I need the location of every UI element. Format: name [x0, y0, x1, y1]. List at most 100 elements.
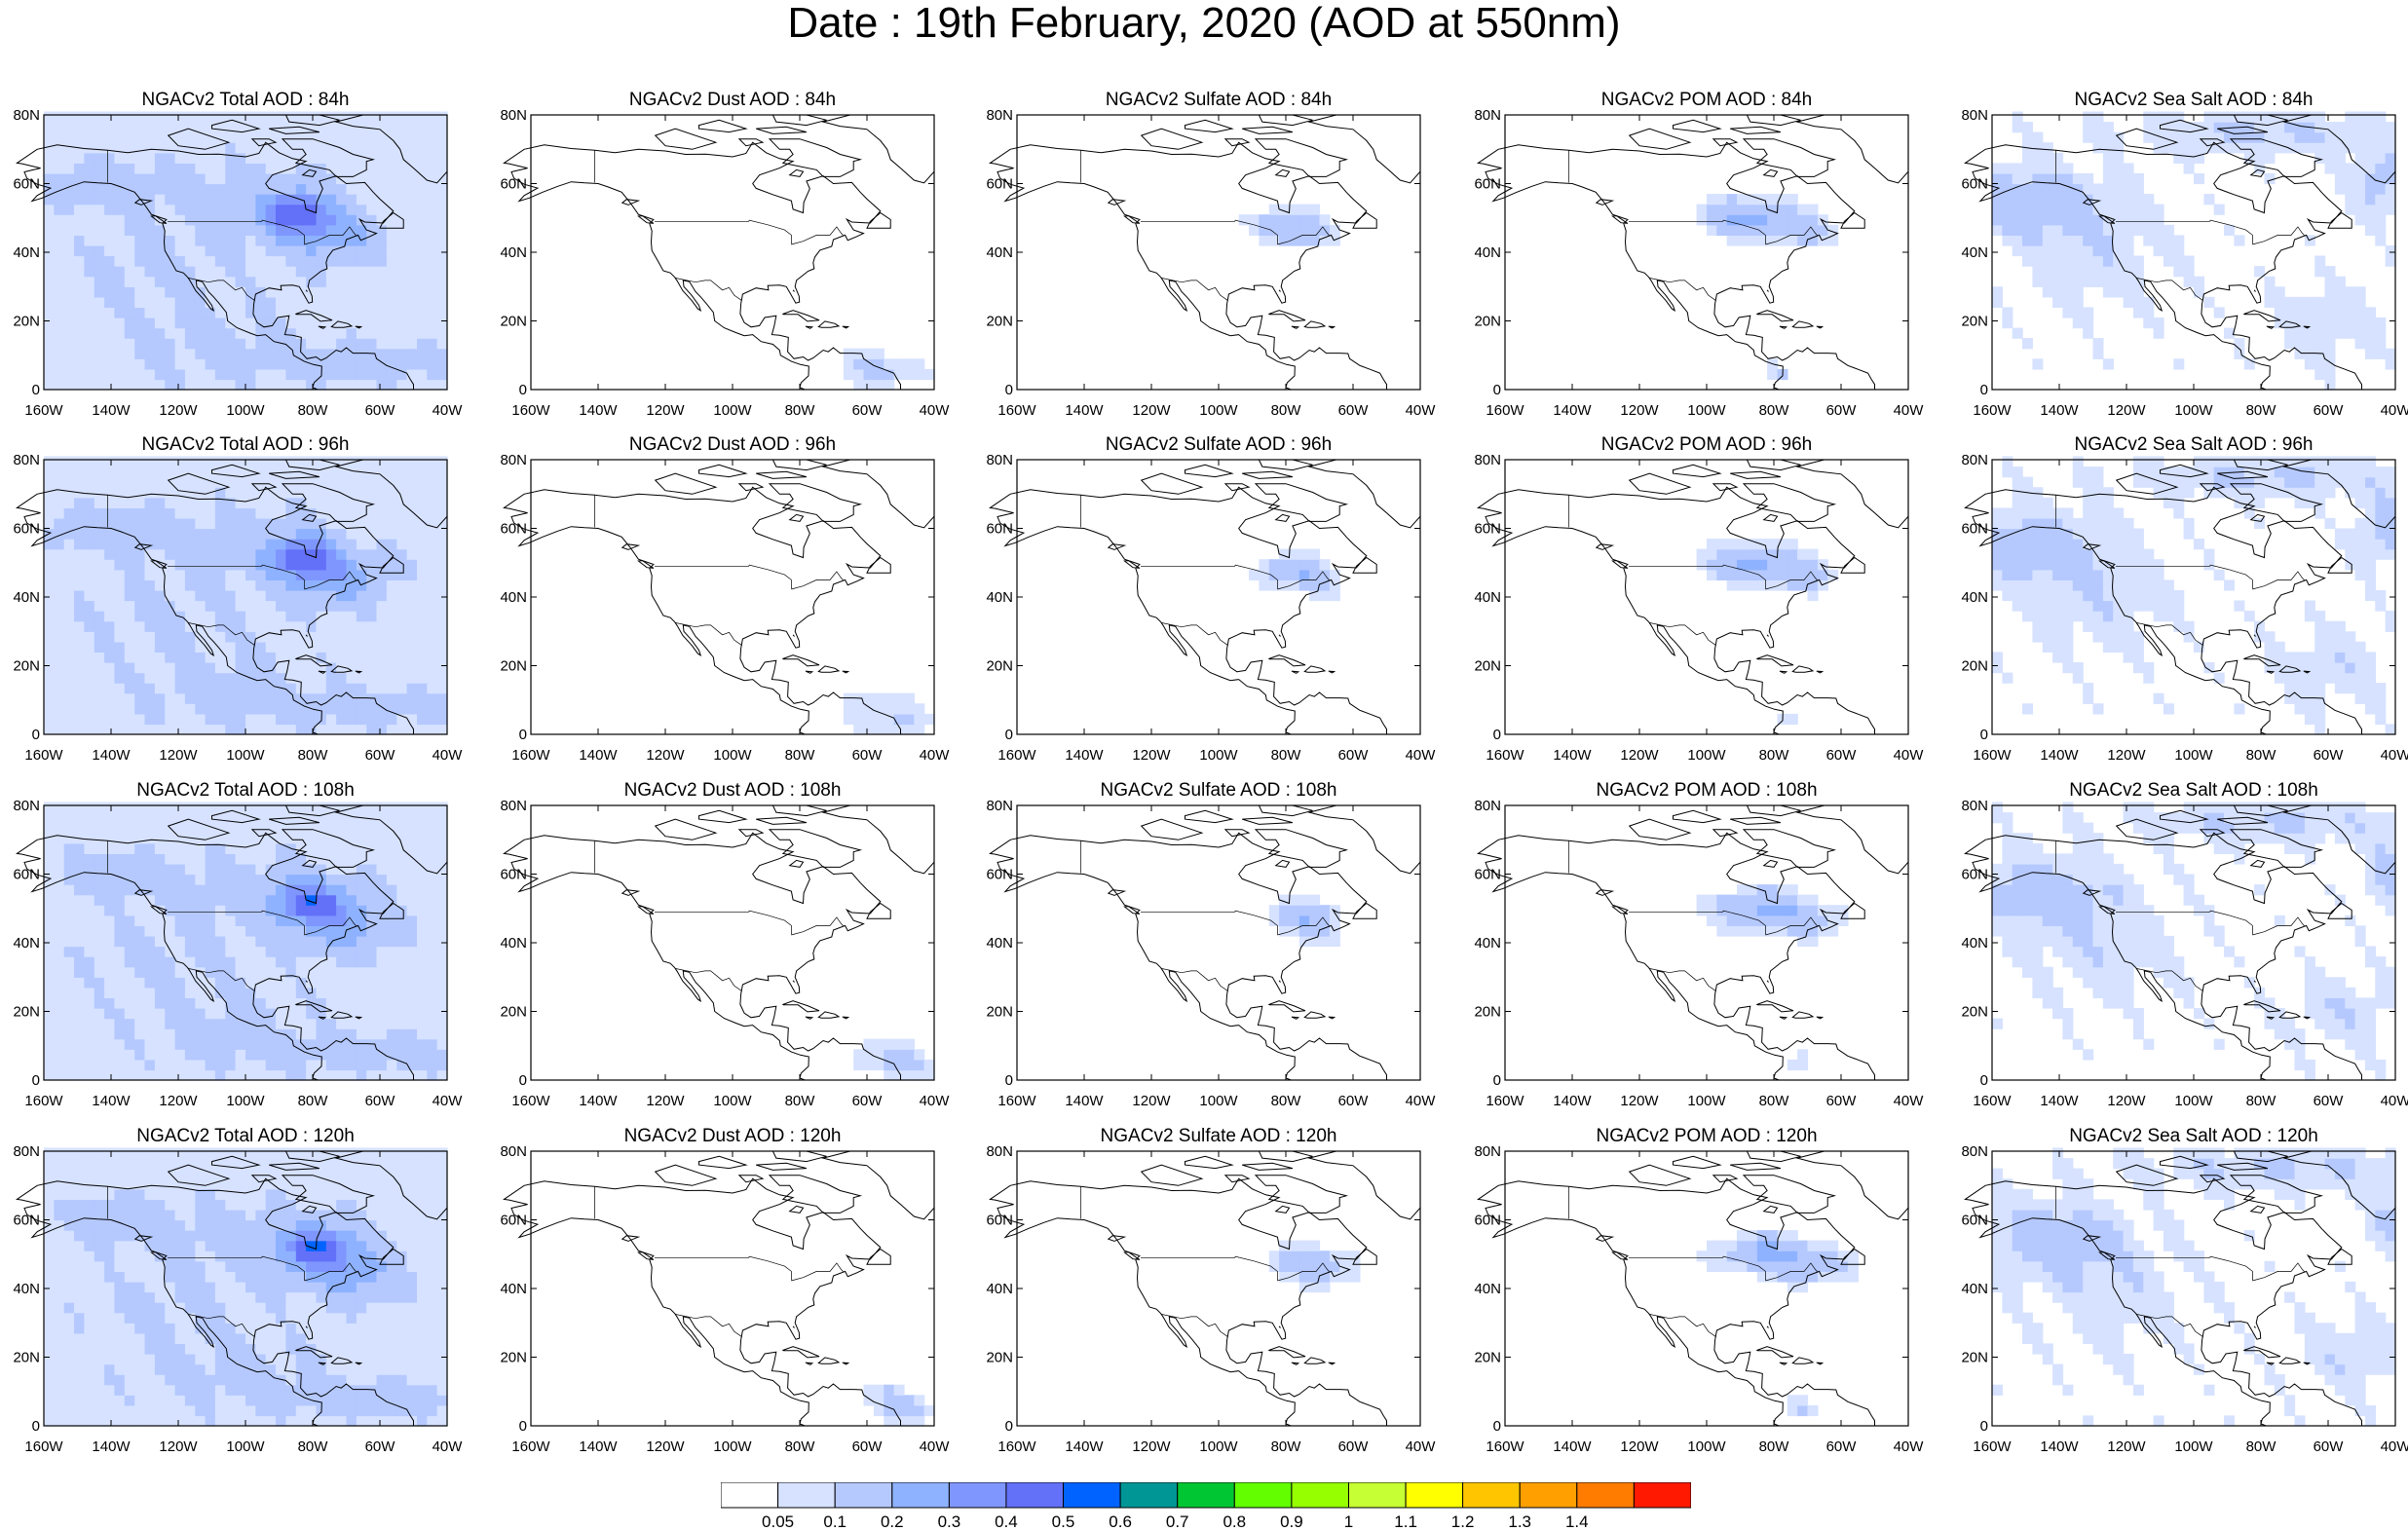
lon-tick-label: 80W [2246, 1093, 2277, 1109]
lat-tick-label: 20N [1474, 314, 1501, 330]
lon-tick-label: 160W [997, 402, 1036, 419]
lat-tick-label: 60N [500, 1213, 527, 1229]
aod-field [863, 1384, 935, 1427]
lon-tick-label: 140W [2040, 747, 2079, 764]
lat-tick-label: 40N [1961, 244, 1988, 261]
lon-tick-label: 80W [1759, 402, 1790, 419]
map-panel-pom: NGACv2 POM AOD : 120h 0 20N 40N 60N 80N 160W 14… [1461, 1126, 1952, 1469]
lon-tick-label: 40W [1406, 1438, 1437, 1455]
lon-tick-label: 160W [1973, 402, 2012, 419]
lat-tick-label: 40N [1474, 935, 1501, 952]
lon-tick-label: 120W [159, 1438, 198, 1455]
panel-title: NGACv2 POM AOD : 120h [1596, 1126, 1818, 1146]
lon-tick-label: 120W [646, 1093, 685, 1109]
panel-grid: NGACv2 Total AOD : 84h 0 20N 40N 60N 80N 160W 1… [0, 90, 2408, 1455]
map-frame [1504, 1150, 1909, 1427]
lat-tick-label: 20N [986, 658, 1013, 675]
lon-tick-label: 140W [1553, 1093, 1592, 1109]
lon-tick-label: 40W [2381, 1438, 2408, 1455]
map-plot: 0 20N 40N 60N 80N 160W 140W 120W 100W 80W 60W 40W [1474, 798, 1924, 1109]
lat-tick-label: 0 [1980, 382, 1988, 398]
coastlines [1477, 459, 1909, 735]
map-panel-dust: NGACv2 Dust AOD : 108h 0 20N 40N 60N 80N 160W 1… [487, 780, 978, 1123]
aod-field [1249, 548, 1340, 602]
lon-tick-label: 120W [2107, 1093, 2146, 1109]
lat-tick-label: 60N [500, 867, 527, 883]
lat-tick-label: 60N [1474, 521, 1501, 538]
lat-tick-label: 20N [13, 314, 40, 330]
lat-tick-label: 40N [13, 1281, 40, 1297]
lon-tick-label: 80W [2246, 1438, 2277, 1455]
map-frame [1016, 804, 1421, 1081]
lon-tick-label: 40W [1894, 402, 1925, 419]
map-frame [1016, 1150, 1421, 1427]
lon-tick-label: 100W [713, 1093, 752, 1109]
lon-tick-label: 40W [433, 1093, 464, 1109]
lon-tick-label: 100W [713, 747, 752, 764]
lat-tick-label: 60N [1961, 867, 1988, 883]
panel-title: NGACv2 POM AOD : 84h [1600, 90, 1813, 110]
lat-tick-label: 80N [500, 452, 527, 468]
map-panel-total: NGACv2 Total AOD : 96h 0 20N 40N 60N 80N 160W 1… [0, 434, 491, 777]
colorbar-label: 1.4 [1565, 1512, 1589, 1531]
lat-tick-label: 40N [1474, 244, 1501, 261]
lon-tick-label: 140W [2040, 1093, 2079, 1109]
lon-tick-label: 160W [24, 1093, 63, 1109]
lat-tick-label: 80N [1474, 452, 1501, 468]
colorbar-label: 0.4 [995, 1512, 1018, 1531]
colorbar-swatch [1119, 1482, 1179, 1509]
lon-tick-label: 120W [646, 402, 685, 419]
lon-tick-label: 60W [852, 747, 884, 764]
map-frame [530, 804, 935, 1081]
lon-tick-label: 100W [1199, 747, 1238, 764]
map-plot: 0 20N 40N 60N 80N 160W 140W 120W 100W 80W 60W 40W [1961, 452, 2408, 764]
lon-tick-label: 100W [1687, 402, 1726, 419]
coastlines [16, 1150, 448, 1427]
map-panel-sulfate: NGACv2 Sulfate AOD : 120h 0 20N 40N 60N 80N 16… [973, 1126, 1464, 1469]
lat-tick-label: 80N [1474, 1143, 1501, 1160]
map-plot: 0 20N 40N 60N 80N 160W 140W 120W 100W 80W 60W 40W [1474, 452, 1924, 764]
map-panel-pom: NGACv2 POM AOD : 84h 0 20N 40N 60N 80N 160W 140… [1461, 90, 1952, 432]
lon-tick-label: 160W [511, 1093, 550, 1109]
lat-tick-label: 20N [986, 1004, 1013, 1021]
lon-tick-label: 140W [579, 1093, 618, 1109]
aod-field [1268, 1240, 1361, 1293]
lon-tick-label: 160W [1486, 1093, 1524, 1109]
lon-tick-label: 140W [1553, 747, 1592, 764]
colorbar-swatch [1633, 1482, 1691, 1509]
lon-tick-label: 140W [1065, 1093, 1104, 1109]
lon-tick-label: 120W [1620, 402, 1659, 419]
colorbar-swatch [948, 1482, 1007, 1509]
map-panel-seasalt: NGACv2 Sea Salt AOD : 120h 0 20N 40N 60N 80N 1… [1948, 1126, 2408, 1469]
lat-tick-label: 80N [500, 107, 527, 124]
coastlines [1964, 1150, 2396, 1427]
coastlines [1477, 1150, 1909, 1427]
colorbar-label: 1.2 [1451, 1512, 1475, 1531]
lat-tick-label: 0 [1980, 1072, 1988, 1089]
lon-tick-label: 100W [2174, 747, 2213, 764]
lon-tick-label: 120W [159, 747, 198, 764]
lon-tick-label: 40W [1406, 1093, 1437, 1109]
lon-tick-label: 40W [2381, 402, 2408, 419]
lon-tick-label: 60W [852, 402, 884, 419]
map-plot: 0 20N 40N 60N 80N 160W 140W 120W 100W 80W 60W 40W [986, 107, 1436, 419]
colorbar-label: 1 [1344, 1512, 1353, 1531]
lon-tick-label: 120W [1620, 1438, 1659, 1455]
lon-tick-label: 60W [2314, 402, 2345, 419]
lon-tick-label: 140W [92, 402, 131, 419]
map-plot: 0 20N 40N 60N 80N 160W 140W 120W 100W 80W 60W 40W [1961, 1143, 2408, 1455]
map-plot: 0 20N 40N 60N 80N 160W 140W 120W 100W 80W 60W 40W [1961, 107, 2408, 419]
lat-tick-label: 20N [13, 658, 40, 675]
colorbar-label: 0.9 [1280, 1512, 1303, 1531]
lat-tick-label: 0 [519, 1072, 527, 1089]
colorbar-swatch [1405, 1482, 1464, 1509]
colorbar-swatch [891, 1482, 950, 1509]
colorbar-swatch [1291, 1482, 1350, 1509]
lat-tick-label: 60N [1961, 176, 1988, 193]
lon-tick-label: 160W [1486, 747, 1524, 764]
lon-tick-label: 40W [920, 747, 951, 764]
lat-tick-label: 40N [13, 589, 40, 606]
colorbar-swatch [1519, 1482, 1578, 1509]
lon-tick-label: 140W [579, 1438, 618, 1455]
coastlines [503, 1150, 935, 1427]
